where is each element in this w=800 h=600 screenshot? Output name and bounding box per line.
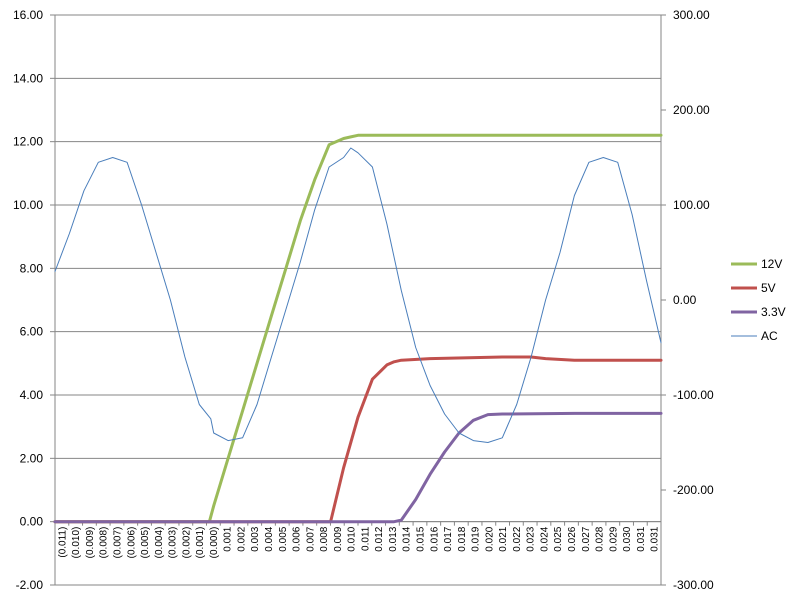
x-tick-label: (0.006) [126,527,137,559]
x-tick-label: 0.010 [347,526,358,551]
x-tick-label: 0.026 [567,526,578,551]
x-tick-label: 0.029 [608,526,619,551]
x-tick-label: 0.007 [305,526,316,551]
left-tick-label: 14.00 [13,71,43,85]
right-tick-label: -300.00 [673,578,714,592]
x-tick-label: 0.030 [622,526,633,551]
x-tick-label: (0.008) [99,527,110,559]
x-tick-label: (0.010) [71,527,82,559]
x-tick-label: 0.025 [553,526,564,551]
x-tick-label: 0.002 [236,526,247,551]
right-tick-label: 200.00 [673,103,710,117]
legend-label: 5V [761,281,776,295]
left-tick-label: 16.00 [13,8,43,22]
left-tick-label: -2.00 [16,578,44,592]
x-tick-label: 0.022 [512,526,523,551]
x-tick-label: 0.014 [402,526,413,551]
x-tick-label: 0.028 [595,526,606,551]
x-tick-label: 0.009 [333,526,344,551]
right-tick-label: 0.00 [673,293,697,307]
x-tick-label: (0.009) [85,527,96,559]
x-tick-label: 0.031 [636,526,647,551]
left-tick-label: 2.00 [20,451,44,465]
x-tick-label: 0.020 [484,526,495,551]
right-tick-label: 300.00 [673,8,710,22]
x-tick-label: 0.011 [360,526,371,551]
left-tick-label: 8.00 [20,261,44,275]
legend-label: 12V [761,257,782,271]
series-line-ac [54,147,662,443]
x-tick-label: 0.015 [416,526,427,551]
x-tick-label: (0.003) [168,527,179,559]
x-tick-label: 0.003 [250,526,261,551]
legend-label: 3.3V [761,305,786,319]
x-tick-label: 0.006 [292,526,303,551]
x-tick-label: 0.001 [223,526,234,551]
x-tick-label: 0.018 [457,526,468,551]
series-line-3-3v [53,411,663,524]
x-tick-label: (0.004) [154,527,165,559]
x-tick-label: 0.005 [278,526,289,551]
legend: 12V 5V 3.3V AC [731,257,786,343]
x-tick-label: 0.017 [443,526,454,551]
left-tick-label: 12.00 [13,135,43,149]
x-tick-label: (0.000) [209,527,220,559]
right-tick-label: -100.00 [673,388,714,402]
x-tick-label: 0.013 [388,526,399,551]
x-tick-label: 0.031 [650,526,661,551]
left-tick-label: 6.00 [20,325,44,339]
x-tick-label: (0.005) [140,527,151,559]
x-tick-label: 0.016 [429,526,440,551]
left-tick-label: 4.00 [20,388,44,402]
x-tick-label: 0.023 [526,526,537,551]
x-tick-label: (0.011) [57,527,68,558]
x-tick-label: 0.019 [471,526,482,551]
left-tick-label: 0.00 [20,515,44,529]
series-line-12v [53,133,663,524]
series-layer [53,133,663,524]
x-tick-label: (0.001) [195,527,206,559]
x-tick-label: 0.004 [264,526,275,551]
left-tick-label: 10.00 [13,198,43,212]
legend-label: AC [761,329,778,343]
x-tick-label: (0.002) [181,527,192,559]
right-axis: -300.00 -200.00 -100.00 0.00 100.00 200.00 300… [660,8,714,592]
left-axis: -2.00 0.00 2.00 4.00 6.00 8.00 10.00 12.00 14.00… [13,8,56,592]
x-tick-label: 0.021 [498,526,509,551]
x-tick-label: 0.027 [581,526,592,551]
right-tick-label: 100.00 [673,198,710,212]
x-tick-label: 0.008 [319,526,330,551]
right-tick-label: -200.00 [673,483,714,497]
x-tick-label: 0.024 [539,526,550,551]
x-axis: (0.011) (0.010) (0.009) (0.008) (0.007) (0.00… [54,521,661,559]
x-tick-label: 0.012 [374,526,385,551]
x-tick-label: (0.007) [113,527,124,559]
series-line-5v [53,355,663,524]
